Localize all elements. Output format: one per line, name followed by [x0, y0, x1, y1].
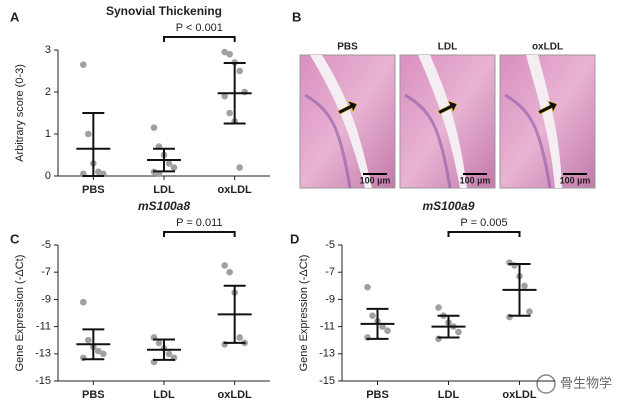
x-tick-label: PBS: [366, 389, 389, 401]
data-point: [379, 323, 386, 330]
y-tick-label: 0: [45, 170, 51, 182]
histology-image: 100 µm: [299, 54, 396, 189]
y-tick-label: -7: [325, 266, 335, 278]
data-point: [226, 50, 233, 58]
significance-label: P < 0.001: [176, 22, 223, 34]
data-point: [100, 350, 107, 358]
y-tick-label: 3: [45, 44, 51, 56]
data-point: [226, 109, 233, 117]
y-tick-label: -11: [320, 321, 335, 333]
y-axis-label: Arbitrary score (0-3): [14, 64, 26, 162]
watermark-text: 骨生物学: [560, 375, 612, 390]
tissue-edge: [304, 93, 352, 189]
data-point: [80, 298, 87, 306]
data-point: [85, 130, 92, 138]
data-point: [150, 124, 158, 131]
data-point: [369, 312, 376, 320]
data-point: [526, 308, 533, 315]
data-point: [221, 92, 228, 100]
panel-label: B: [292, 9, 301, 24]
data-point: [95, 168, 102, 176]
x-tick-label: oxLDL: [218, 184, 253, 196]
y-tick-label: -9: [41, 293, 51, 305]
data-point: [236, 164, 243, 171]
chart-title: mS100a9: [422, 199, 474, 213]
chart-title: mS100a8: [138, 199, 190, 213]
data-point: [80, 61, 87, 68]
tissue-edge: [404, 93, 452, 189]
x-tick-label: LDL: [153, 389, 175, 401]
y-tick-label: -13: [35, 348, 51, 360]
histology-image: 100 µm: [399, 54, 496, 189]
panel-label: D: [290, 231, 299, 246]
y-tick-label: -15: [35, 375, 51, 387]
data-point: [165, 160, 173, 167]
data-point: [364, 283, 371, 291]
histology-image: 100 µm: [499, 54, 596, 189]
data-point: [521, 282, 528, 290]
significance-bracket: [163, 36, 236, 42]
image-title: PBS: [337, 42, 358, 53]
tissue-gap: [526, 55, 562, 188]
y-tick-label: -15: [319, 375, 335, 387]
significance-bracket: [163, 231, 236, 237]
y-axis-label: Gene Expression (-ΔCt): [14, 255, 26, 372]
chart-title: Synovial Thickening: [106, 4, 222, 18]
data-point: [95, 347, 102, 355]
scale-label: 100 µm: [360, 175, 391, 185]
significance-label: P = 0.011: [176, 217, 222, 229]
y-tick-label: -9: [325, 293, 335, 305]
y-axis-label: Gene Expression (-ΔCt): [298, 255, 310, 372]
arrow: [537, 100, 558, 115]
significance-bracket: [447, 231, 521, 237]
data-point: [236, 67, 243, 75]
y-tick-label: 2: [45, 86, 51, 98]
data-point: [221, 262, 228, 269]
arrow: [337, 100, 358, 115]
watermark-icon: [536, 374, 556, 394]
tissue-edge: [504, 93, 552, 189]
panel-label: A: [10, 9, 20, 24]
data-point: [236, 334, 243, 341]
data-point: [155, 339, 163, 347]
y-tick-label: -11: [36, 321, 51, 333]
tissue-gap: [418, 55, 467, 188]
y-tick-label: -7: [41, 266, 51, 278]
data-point: [170, 164, 178, 171]
data-point: [85, 336, 92, 344]
x-tick-label: PBS: [82, 184, 105, 196]
x-tick-label: PBS: [82, 389, 105, 401]
y-tick-label: -5: [41, 239, 51, 251]
data-point: [384, 327, 391, 334]
y-tick-label: 1: [45, 128, 51, 140]
watermark: 骨生物学: [536, 374, 612, 394]
data-point: [435, 304, 442, 311]
scale-label: 100 µm: [560, 175, 591, 185]
y-tick-label: -13: [319, 348, 335, 360]
x-tick-label: oxLDL: [502, 389, 537, 401]
image-title: LDL: [438, 42, 457, 53]
scale-label: 100 µm: [460, 175, 491, 185]
image-title: oxLDL: [532, 42, 563, 53]
chart: A Synovial Thickening Arbitrary score (0-3…: [10, 4, 270, 196]
arrow: [437, 100, 458, 115]
tissue-gap: [310, 55, 372, 188]
x-tick-label: oxLDL: [218, 389, 253, 401]
panel-label: C: [10, 231, 20, 246]
x-tick-label: LDL: [438, 389, 460, 401]
y-tick-label: -5: [325, 239, 335, 251]
significance-label: P = 0.005: [460, 217, 507, 229]
data-point: [241, 88, 248, 96]
data-point: [455, 328, 462, 336]
data-point: [165, 350, 173, 358]
data-point: [226, 268, 233, 276]
data-point: [221, 48, 228, 56]
x-tick-label: LDL: [153, 184, 175, 196]
